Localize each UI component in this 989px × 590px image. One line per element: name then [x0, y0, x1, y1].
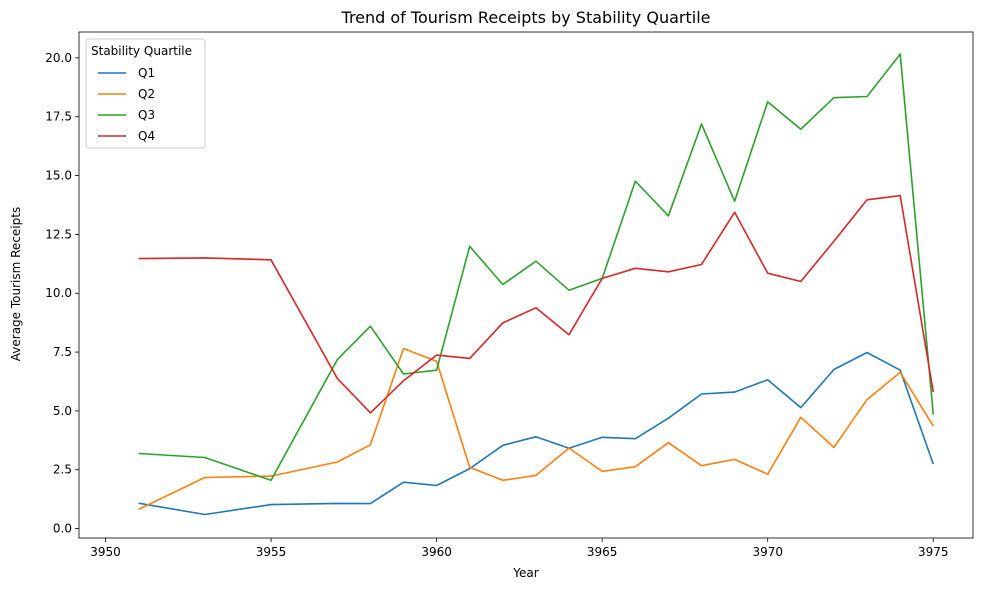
legend-label-q3: Q3 — [138, 108, 155, 122]
x-tick-label: 3965 — [587, 545, 618, 559]
y-tick-label: 10.0 — [45, 286, 72, 300]
plot-area — [78, 31, 974, 539]
y-tick-label: 7.5 — [53, 345, 72, 359]
y-tick-label: 20.0 — [45, 51, 72, 65]
y-tick-label: 0.0 — [53, 522, 72, 536]
legend-box — [85, 38, 206, 149]
legend-label-q1: Q1 — [138, 66, 155, 80]
legend-label-q4: Q4 — [138, 129, 155, 143]
x-tick-label: 3970 — [752, 545, 783, 559]
y-tick-label: 5.0 — [53, 404, 72, 418]
y-tick-label: 12.5 — [45, 227, 72, 241]
legend-label-q2: Q2 — [138, 87, 155, 101]
series-line-q1 — [138, 351, 935, 516]
x-tick-label: 3975 — [918, 545, 949, 559]
x-axis-label: Year — [512, 566, 538, 580]
series-line-q4 — [138, 194, 935, 414]
y-axis-label: Average Tourism Receipts — [9, 207, 23, 361]
plot-frame — [78, 31, 974, 539]
series-line-q3 — [138, 53, 935, 482]
y-tick-label: 2.5 — [53, 463, 72, 477]
y-tick-label: 15.0 — [45, 169, 72, 183]
legend: Stability Quartile Q1 Q2 Q3 Q4 — [85, 38, 206, 149]
legend-title: Stability Quartile — [91, 44, 192, 58]
y-tick-label: 17.5 — [45, 110, 72, 124]
x-tick-label: 3950 — [90, 545, 121, 559]
x-axis: 3950 3955 3960 3965 3970 3975 — [90, 538, 949, 559]
series-line-q2 — [138, 347, 934, 511]
series-layer — [138, 53, 935, 516]
x-tick-label: 3960 — [421, 545, 452, 559]
chart-title: Trend of Tourism Receipts by Stability Q… — [341, 8, 711, 27]
x-tick-label: 3955 — [256, 545, 287, 559]
y-axis: 0.0 2.5 5.0 7.5 10.0 12.5 15.0 17.5 20.0 — [45, 51, 79, 536]
